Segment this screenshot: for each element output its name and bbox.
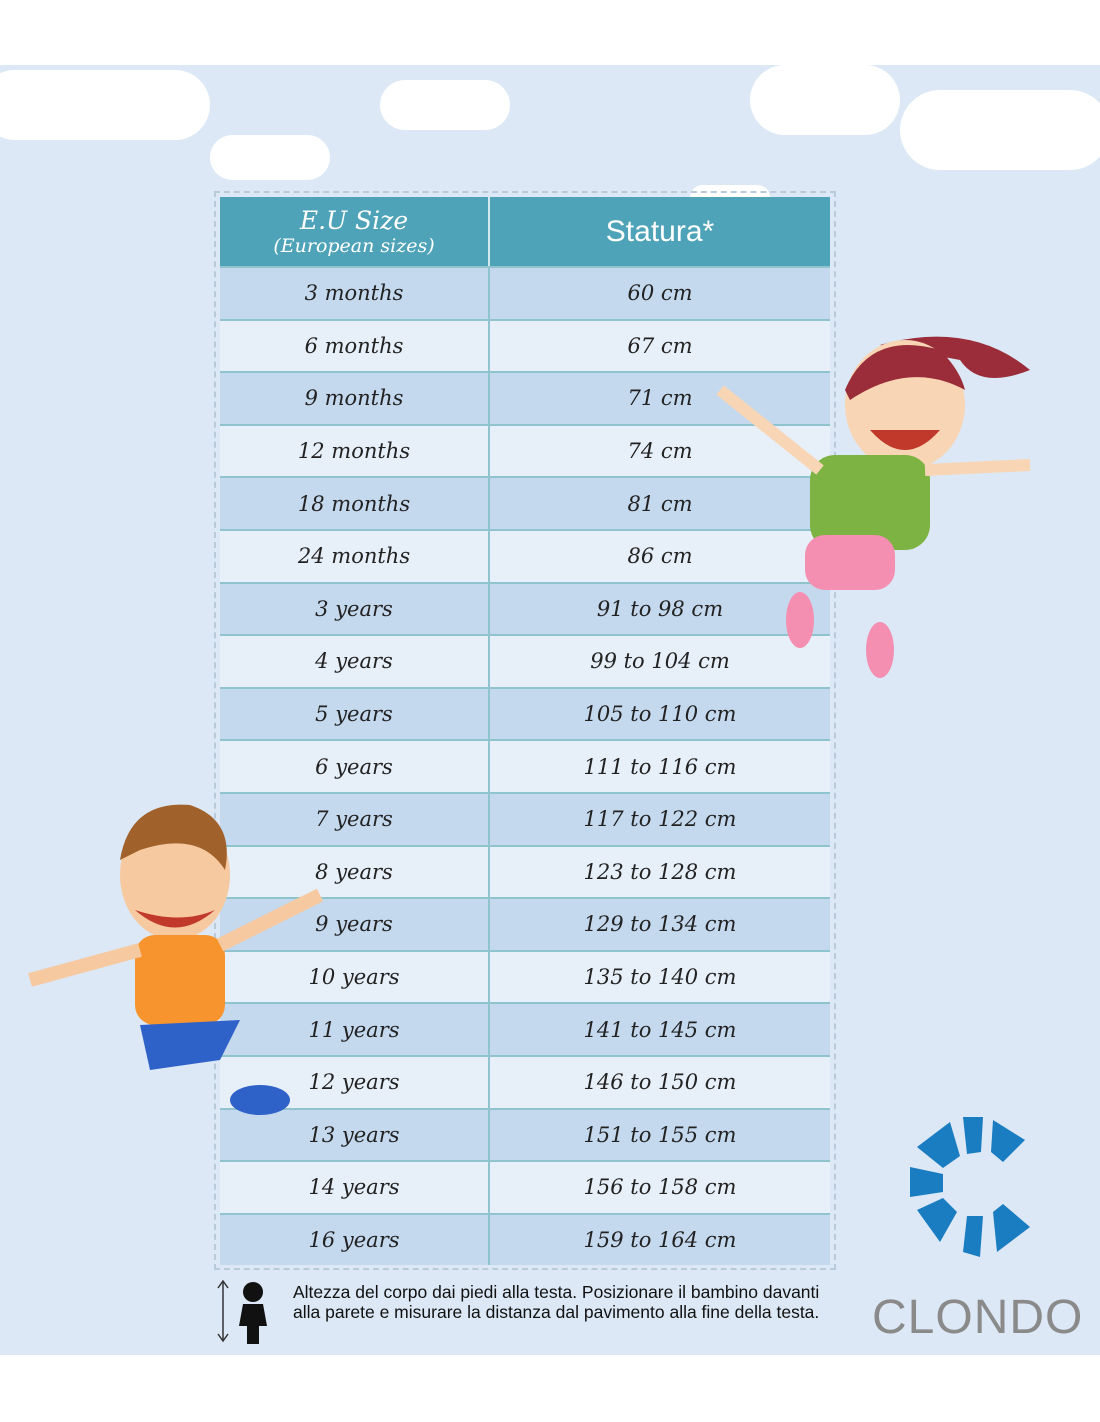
boy-illustration (28, 804, 324, 1115)
size-cell: 6 years (220, 741, 490, 792)
height-cell: 74 cm (627, 439, 693, 464)
table-row: 3 months 60 cm (220, 266, 830, 319)
table-row: 24 months 86 cm (220, 528, 830, 582)
height-cell: 117 to 122 cm (583, 807, 737, 832)
header-size-title: E.U Size (299, 206, 409, 235)
height-cell: 123 to 128 cm (583, 859, 737, 884)
size-cell: 18 months (220, 478, 490, 529)
size-cell: 10 years (220, 951, 490, 1003)
header-height-title: Statura* (605, 214, 715, 248)
clondo-logo-icon (910, 1117, 1030, 1257)
height-cell: 60 cm (627, 281, 693, 306)
size-cell: 3 years (220, 583, 490, 635)
header-size-subtitle: (European sizes) (273, 235, 435, 257)
height-cell: 81 cm (627, 491, 693, 516)
height-cell: 135 to 140 cm (583, 965, 737, 990)
height-cell: 159 to 164 cm (583, 1227, 737, 1252)
size-cell: 12 months (220, 425, 490, 477)
footnote: Altezza del corpo dai piedi alla testa. … (293, 1282, 820, 1322)
cloud (750, 65, 900, 135)
table-row: 7 years 117 to 122 cm (220, 791, 830, 845)
header-size: E.U Size (European sizes) (220, 197, 490, 266)
table-row: 9 years 129 to 134 cm (220, 897, 830, 950)
height-cell: 71 cm (627, 386, 693, 411)
size-cell: 9 years (220, 899, 490, 950)
size-cell: 14 years (220, 1162, 490, 1213)
size-cell: 4 years (220, 636, 490, 687)
size-cell: 9 months (220, 373, 490, 424)
cloud (900, 90, 1100, 170)
cloud (210, 135, 330, 180)
table-row: 5 years 105 to 110 cm (220, 686, 830, 740)
size-cell: 5 years (220, 688, 490, 740)
cloud (380, 80, 510, 130)
height-cell: 111 to 116 cm (583, 754, 737, 779)
table-row: 6 months 67 cm (220, 318, 830, 372)
size-cell: 13 years (220, 1109, 490, 1161)
table-row: 10 years 135 to 140 cm (220, 949, 830, 1003)
table-row: 18 months 81 cm (220, 476, 830, 529)
size-cell: 12 years (220, 1056, 490, 1108)
cloud (0, 70, 210, 140)
table-row: 14 years 156 to 158 cm (220, 1160, 830, 1213)
table-row: 8 years 123 to 128 cm (220, 844, 830, 898)
size-cell: 8 years (220, 846, 490, 898)
size-table: E.U Size (European sizes) Statura* 3 mon… (220, 197, 830, 1266)
height-cell: 146 to 150 cm (583, 1070, 737, 1095)
brand-name: CLONDO (872, 1291, 1084, 1344)
girl-illustration (716, 336, 1031, 678)
table-row: 6 years 111 to 116 cm (220, 739, 830, 792)
height-cell: 99 to 104 cm (590, 649, 730, 674)
table-border (214, 191, 836, 1270)
height-cell: 105 to 110 cm (583, 702, 737, 727)
table-row: 11 years 141 to 145 cm (220, 1002, 830, 1055)
height-cell: 141 to 145 cm (583, 1017, 737, 1042)
table-row: 4 years 99 to 104 cm (220, 634, 830, 687)
size-cell: 6 months (220, 320, 490, 372)
size-cell: 3 months (220, 268, 490, 319)
table-row: 12 years 146 to 150 cm (220, 1054, 830, 1108)
table-header: E.U Size (European sizes) Statura* (220, 197, 830, 266)
size-cell: 7 years (220, 793, 490, 845)
height-cell: 91 to 98 cm (596, 596, 724, 621)
table-row: 13 years 151 to 155 cm (220, 1107, 830, 1161)
size-cell: 11 years (220, 1004, 490, 1055)
height-cell: 86 cm (627, 544, 693, 569)
header-height: Statura* (490, 197, 830, 266)
table-row: 16 years 159 to 164 cm (220, 1212, 830, 1266)
height-cell: 129 to 134 cm (583, 912, 737, 937)
height-cell: 156 to 158 cm (583, 1175, 737, 1200)
child-height-icon (217, 1279, 267, 1344)
height-cell: 67 cm (627, 333, 693, 358)
size-cell: 24 months (220, 530, 490, 582)
height-cell: 151 to 155 cm (583, 1122, 737, 1147)
table-row: 12 months 74 cm (220, 423, 830, 477)
size-cell: 16 years (220, 1214, 490, 1266)
table-row: 3 years 91 to 98 cm (220, 581, 830, 635)
